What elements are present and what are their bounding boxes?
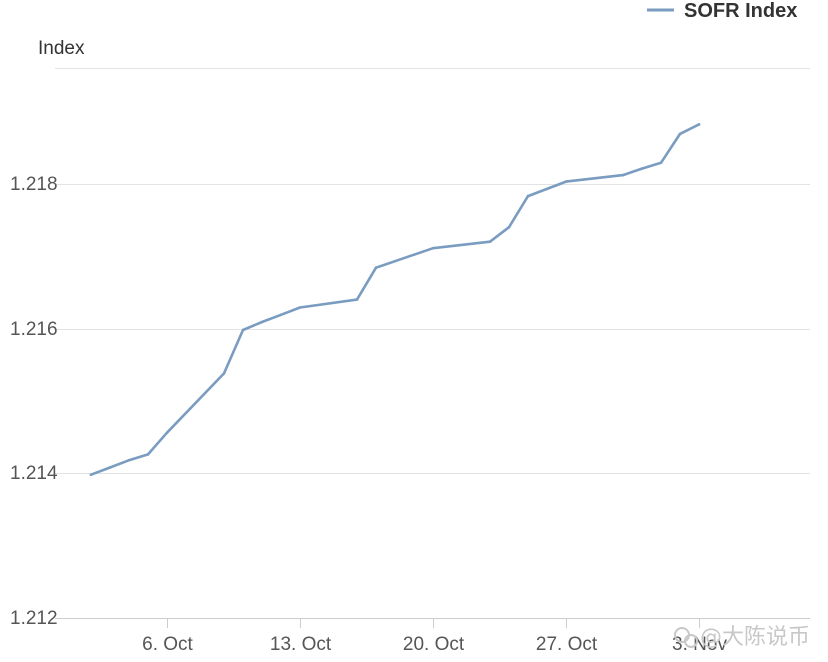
watermark: @大陈说币 (674, 625, 810, 650)
data-point[interactable] (279, 313, 283, 317)
wechat-icon (674, 627, 698, 648)
data-point[interactable] (298, 306, 302, 309)
x-tick-label: 6. Oct (142, 634, 193, 655)
data-point[interactable] (165, 431, 169, 435)
data-point[interactable] (640, 167, 644, 170)
data-point[interactable] (697, 123, 701, 126)
legend-label[interactable]: SOFR Index (684, 0, 797, 22)
legend[interactable]: SOFR Index (647, 0, 797, 22)
y-axis-title: Index (38, 38, 85, 59)
y-tick-label: 1.214 (10, 463, 58, 484)
x-tick-label: 20. Oct (403, 634, 465, 655)
data-point[interactable] (431, 246, 435, 250)
data-point[interactable] (412, 253, 416, 256)
y-tick-label: 1.212 (10, 608, 58, 629)
data-point[interactable] (621, 173, 625, 177)
series-line[interactable] (89, 123, 701, 477)
data-point[interactable] (108, 466, 112, 469)
data-point[interactable] (127, 458, 131, 462)
y-tick-label: 1.216 (10, 319, 58, 340)
data-point[interactable] (222, 372, 226, 375)
watermark-label: @大陈说币 (700, 625, 810, 650)
data-point[interactable] (393, 259, 397, 263)
x-tick-label: 13. Oct (270, 634, 332, 655)
data-point[interactable] (564, 180, 568, 183)
data-point[interactable] (89, 473, 93, 477)
axes: 1.212 1.214 1.216 1.218 6. Oct 13. Oct 20. Oct… (10, 174, 727, 655)
data-point[interactable] (355, 298, 359, 301)
data-point[interactable] (659, 161, 663, 165)
data-point[interactable] (678, 132, 682, 136)
data-point[interactable] (146, 453, 150, 456)
data-point[interactable] (260, 320, 264, 324)
gridlines (55, 68, 810, 619)
data-point[interactable] (526, 194, 530, 198)
data-point[interactable] (241, 328, 245, 332)
y-tick-label: 1.218 (10, 174, 58, 195)
series-layer (89, 123, 701, 477)
data-point[interactable] (545, 187, 549, 191)
data-point[interactable] (507, 225, 511, 229)
x-tick-label: 27. Oct (536, 634, 598, 655)
data-point[interactable] (488, 240, 492, 243)
data-point[interactable] (374, 266, 378, 270)
